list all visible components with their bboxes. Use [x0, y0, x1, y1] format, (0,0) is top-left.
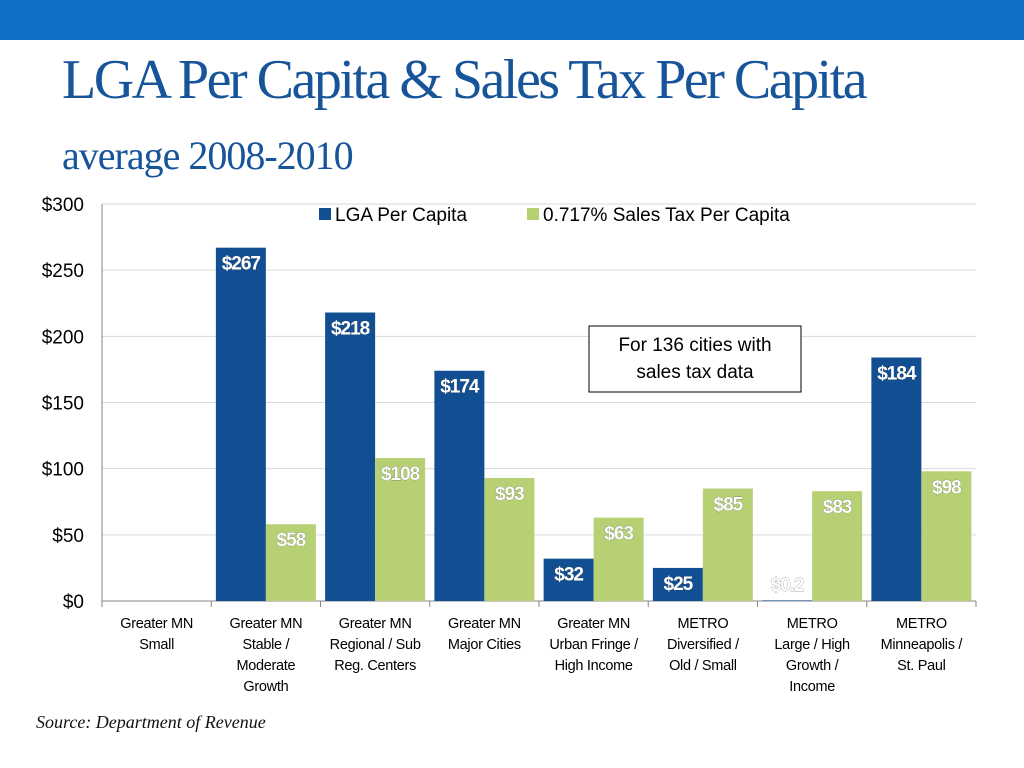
category-label: METRO: [787, 616, 838, 632]
category-label: Growth /: [786, 658, 840, 674]
category-label: Small: [139, 637, 174, 653]
category-label: Income: [789, 679, 835, 695]
bar: [652, 567, 703, 601]
category-label: METRO: [896, 616, 947, 632]
legend-swatch: [527, 208, 539, 220]
category-label: Regional / Sub: [330, 637, 421, 653]
y-tick-label: $0: [63, 592, 84, 613]
bar: [921, 471, 972, 601]
category-label: Greater MN: [120, 616, 193, 632]
slide-subtitle: average 2008-2010: [62, 133, 354, 178]
data-label: $83: [823, 497, 852, 518]
category-label: Minneapolis /: [881, 637, 964, 653]
bar: [593, 517, 644, 601]
category-label: Major Cities: [448, 637, 521, 653]
category-label: Growth: [243, 679, 288, 695]
category-label: St. Paul: [897, 658, 945, 674]
data-label: $0.2: [771, 575, 804, 596]
legend-swatch: [319, 208, 331, 220]
category-label: High Income: [555, 658, 633, 674]
category-label: Moderate: [236, 658, 295, 674]
category-label: Old / Small: [669, 658, 737, 674]
bar: [215, 247, 266, 602]
data-label: $218: [331, 319, 370, 340]
y-tick-label: $300: [42, 195, 84, 216]
legend-label: 0.717% Sales Tax Per Capita: [543, 205, 790, 226]
data-label: $85: [714, 495, 744, 516]
category-label: Greater MN: [230, 616, 303, 632]
bar: [812, 491, 863, 601]
category-label: Diversified /: [667, 637, 740, 653]
category-label: METRO: [677, 616, 728, 632]
data-label: $32: [554, 565, 583, 586]
y-tick-label: $150: [42, 394, 84, 415]
bar: [484, 477, 535, 601]
bar: [543, 558, 594, 601]
bar: [762, 600, 813, 601]
category-label: Urban Fringe /: [549, 637, 639, 653]
bar: [871, 357, 922, 601]
slide-header-bar: [0, 0, 1024, 40]
y-tick-label: $200: [42, 327, 84, 348]
data-label: $184: [877, 364, 917, 385]
category-label: Stable /: [242, 637, 290, 653]
data-label: $98: [932, 477, 961, 498]
bar: [702, 488, 753, 601]
category-label: Greater MN: [339, 616, 412, 632]
data-label: $108: [381, 464, 420, 485]
category-label: Greater MN: [557, 616, 630, 632]
data-label: $25: [664, 574, 694, 595]
data-label: $267: [222, 254, 261, 275]
data-label: $58: [277, 530, 306, 551]
annotation-box: [588, 325, 802, 393]
data-label: $174: [440, 377, 480, 398]
legend-label: LGA Per Capita: [335, 205, 467, 226]
annotation-text: For 136 cities with: [618, 335, 771, 356]
y-tick-label: $250: [42, 261, 84, 282]
y-tick-label: $100: [42, 460, 84, 481]
data-label: $93: [495, 484, 524, 505]
bar: [325, 312, 376, 601]
data-label: $63: [604, 524, 633, 545]
category-label: Greater MN: [448, 616, 521, 632]
bar: [375, 458, 426, 601]
slide-title: LGA Per Capita & Sales Tax Per Capita: [62, 49, 868, 111]
bar: [265, 524, 316, 601]
source-note: Source: Department of Revenue: [36, 712, 266, 732]
bar-chart: $0 $50 $100 $150 $200 $250 $300 $267 $218 $174 $32…: [42, 195, 977, 695]
annotation-text: sales tax data: [636, 362, 754, 383]
category-label: Large / High: [774, 637, 850, 653]
bar: [434, 370, 485, 601]
category-label: Reg. Centers: [334, 658, 416, 674]
y-tick-label: $50: [52, 526, 84, 547]
